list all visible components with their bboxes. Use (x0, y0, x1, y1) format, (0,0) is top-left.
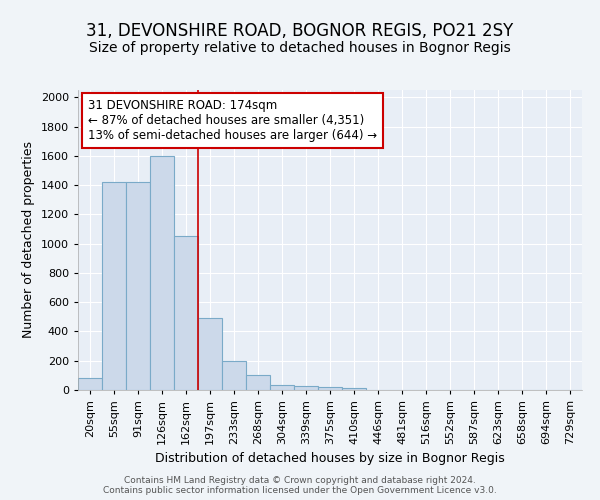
Text: 31 DEVONSHIRE ROAD: 174sqm
← 87% of detached houses are smaller (4,351)
13% of s: 31 DEVONSHIRE ROAD: 174sqm ← 87% of deta… (88, 99, 377, 142)
Bar (150, 156, 174, 390)
Text: 31, DEVONSHIRE ROAD, BOGNOR REGIS, PO21 2SY: 31, DEVONSHIRE ROAD, BOGNOR REGIS, PO21 … (86, 22, 514, 40)
Bar (246, 376, 270, 390)
Bar (318, 387, 342, 390)
Text: Contains HM Land Registry data © Crown copyright and database right 2024.
Contai: Contains HM Land Registry data © Crown c… (103, 476, 497, 495)
Bar (270, 385, 294, 390)
Bar (78, 378, 102, 390)
Bar (342, 388, 366, 390)
X-axis label: Distribution of detached houses by size in Bognor Regis: Distribution of detached houses by size … (155, 452, 505, 466)
Text: Size of property relative to detached houses in Bognor Regis: Size of property relative to detached ho… (89, 41, 511, 55)
Bar (126, 182, 150, 390)
Bar (102, 182, 126, 390)
Bar (222, 360, 246, 390)
Bar (198, 318, 222, 390)
Bar (174, 236, 198, 390)
Bar (294, 386, 318, 390)
Y-axis label: Number of detached properties: Number of detached properties (22, 142, 35, 338)
